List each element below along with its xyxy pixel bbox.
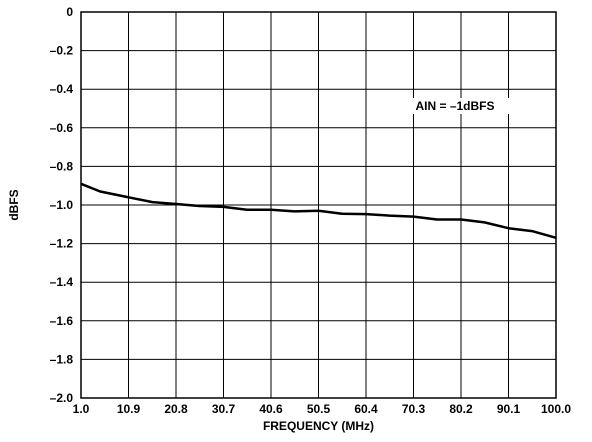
y-tick-label: –1.0 bbox=[50, 198, 74, 212]
plot-frame bbox=[80, 11, 557, 399]
y-tick-label: –0.2 bbox=[50, 44, 74, 58]
x-tick-label: 50.5 bbox=[307, 402, 331, 416]
series-group bbox=[80, 182, 557, 240]
annotation-background bbox=[397, 98, 513, 114]
x-tick-label: 20.8 bbox=[164, 402, 188, 416]
y-tick-label: –0.4 bbox=[50, 82, 74, 96]
y-tick-label: –2.0 bbox=[50, 391, 74, 405]
series-line bbox=[80, 182, 557, 240]
x-tick-label: 100.0 bbox=[541, 402, 571, 416]
x-tick-label: 80.2 bbox=[449, 402, 473, 416]
x-tick-label: 10.9 bbox=[117, 402, 141, 416]
y-tick-label: –1.8 bbox=[50, 352, 74, 366]
grid bbox=[80, 11, 557, 399]
y-tick-label: –0.6 bbox=[50, 121, 74, 135]
x-tick-label: 40.6 bbox=[259, 402, 283, 416]
x-tick-label: 90.1 bbox=[497, 402, 521, 416]
y-tick-label: –1.2 bbox=[50, 237, 74, 251]
x-axis-label: FREQUENCY (MHz) bbox=[263, 419, 374, 433]
y-tick-labels: 0 –0.2 –0.4 –0.6 –0.8 –1.0 –1.2 –1.4 –1.6 –1.8 –2.… bbox=[50, 5, 74, 405]
y-tick-label: –1.4 bbox=[50, 275, 74, 289]
y-tick-label: 0 bbox=[66, 5, 73, 19]
x-tick-label: 60.4 bbox=[354, 402, 378, 416]
annotation: AIN = –1dBFS bbox=[415, 99, 494, 113]
x-tick-labels: 1.0 10.9 20.8 30.7 40.6 50.5 60.4 70.3 80.2 90.1 1… bbox=[73, 402, 572, 416]
x-tick-label: 30.7 bbox=[212, 402, 236, 416]
y-tick-label: –1.6 bbox=[50, 314, 74, 328]
y-tick-label: –0.8 bbox=[50, 159, 74, 173]
x-tick-label: 70.3 bbox=[402, 402, 426, 416]
x-tick-label: 1.0 bbox=[73, 402, 90, 416]
y-axis-label: dBFS bbox=[7, 189, 21, 220]
